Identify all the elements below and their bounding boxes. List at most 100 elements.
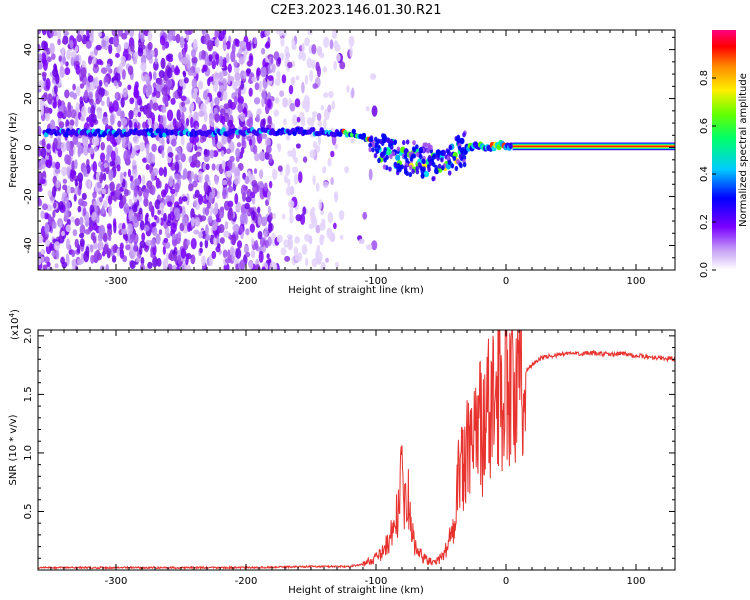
spectrogram-spread-cell (388, 166, 392, 172)
spectrogram-cell (43, 92, 48, 98)
spectrogram-cell (216, 140, 222, 150)
spectrogram-cell (155, 233, 161, 245)
spectrogram-spread-cell (447, 159, 452, 166)
spectrogram-cell (98, 94, 103, 103)
spectrogram-cell (180, 101, 186, 108)
spectrogram-cell (237, 103, 243, 114)
spectrogram-cell (140, 263, 145, 270)
spectrogram-cell (213, 71, 219, 84)
spectrogram-cell (159, 35, 166, 46)
spectrogram-cell (174, 161, 180, 173)
spectrogram-ridge-cell (292, 130, 297, 136)
spectrogram-cell (197, 171, 203, 184)
spectrogram-spread-cell (373, 153, 378, 159)
spectrogram-cell (137, 47, 144, 57)
spectrogram-cell (119, 242, 124, 251)
spectrogram-cell (159, 145, 165, 151)
spectrogram-cell (131, 216, 138, 223)
spectrogram-cell (47, 189, 52, 197)
spectrogram-cell (197, 80, 204, 90)
spectrogram-cell (38, 235, 44, 244)
spectrogram-cell (147, 261, 153, 269)
spectrogram-cell (74, 238, 79, 249)
spectrogram-cell (203, 181, 209, 193)
spectrogram-cell (154, 57, 158, 65)
spectrogram-cell (70, 109, 77, 119)
spectrogram-cell (301, 52, 307, 62)
spectrogram-cell (133, 122, 138, 130)
spectrogram-cell (68, 146, 74, 158)
spectrogram-cell (120, 117, 128, 127)
spectrogram-cell (129, 260, 136, 269)
spectrogram-spread-cell (457, 145, 462, 151)
spectrogram-cell (254, 82, 260, 91)
spectrogram-cell (87, 106, 92, 114)
spectrogram-cell (174, 182, 180, 193)
spectrogram-cell (253, 97, 261, 105)
spectrogram-cell (65, 109, 72, 118)
spectrogram-spread-cell (427, 145, 432, 151)
spectrogram-cell (177, 231, 182, 239)
spectrogram-spread-cell (432, 153, 436, 159)
spectrogram-cell (329, 233, 336, 243)
spectrogram-cell (73, 193, 77, 202)
spectrogram-cell (248, 87, 253, 97)
spectrogram-cell (84, 89, 89, 101)
spectrogram-cell (55, 161, 61, 170)
spectrogram-spread-cell (459, 163, 463, 169)
spectrogram-cell (151, 153, 156, 164)
spectrogram-spread-cell (448, 145, 453, 151)
spectrogram-spread-cell (408, 171, 413, 178)
spectrogram-cell (177, 254, 181, 265)
spectrogram-cell (82, 145, 89, 156)
spectrogram-cell (260, 216, 268, 227)
spectrogram-cell (65, 224, 72, 233)
spectrogram-cell (168, 253, 173, 260)
spectrogram-spread-cell (401, 139, 406, 146)
spectrogram-cell (192, 91, 198, 100)
spectrogram-cell (284, 255, 291, 262)
spectrogram-spread-cell (441, 165, 445, 171)
spectrogram-cell (146, 152, 150, 164)
spectrogram-cell (315, 145, 321, 153)
spectrogram-cell (281, 213, 286, 220)
spectrogram-cell (98, 225, 105, 236)
x-tick-label: 0 (503, 576, 509, 587)
spectrogram-cell (235, 202, 242, 212)
spectrogram-cell (239, 40, 245, 49)
spectrogram-cell (323, 118, 327, 130)
spectrogram-cell (206, 39, 214, 52)
spectrogram-spread-cell (455, 136, 460, 143)
y-tick-label: 2.0 (23, 328, 34, 344)
spectrogram-cell (289, 102, 296, 112)
spectrogram-spread-cell (375, 148, 380, 154)
spectrogram-cell (268, 153, 273, 164)
spectrogram-cell (151, 226, 158, 236)
spectrogram-cell (147, 30, 153, 42)
spectrogram-cell (143, 197, 149, 207)
spectrogram-cell (78, 232, 85, 239)
spectrogram-cell (81, 60, 86, 68)
spectrogram-spread-cell (375, 140, 379, 147)
spectrogram-cell (40, 210, 45, 220)
spectrogram-cell (371, 240, 378, 251)
spectrogram-cell (235, 80, 242, 87)
spectrogram-cell (219, 108, 226, 116)
spectrogram-cell (67, 101, 72, 112)
spectrogram-cell (65, 140, 71, 152)
spectrogram-cell (244, 202, 250, 210)
spectrogram-cell (143, 188, 149, 200)
spectrogram-cell (125, 244, 131, 251)
spectrogram-cell (189, 30, 193, 35)
spectrogram-cell (223, 103, 230, 110)
spectrogram-cell (121, 68, 126, 80)
spectrogram-cell (98, 240, 104, 251)
spectrogram-cell (285, 164, 291, 176)
spectrogram-cell (320, 105, 325, 111)
spectrogram-cell (202, 207, 206, 215)
spectrogram-spread-cell (462, 162, 467, 168)
spectrogram-cell (330, 177, 334, 186)
spectrogram-cell (212, 136, 216, 147)
spectrogram-cell (75, 101, 80, 112)
snr-frame (37, 329, 676, 571)
